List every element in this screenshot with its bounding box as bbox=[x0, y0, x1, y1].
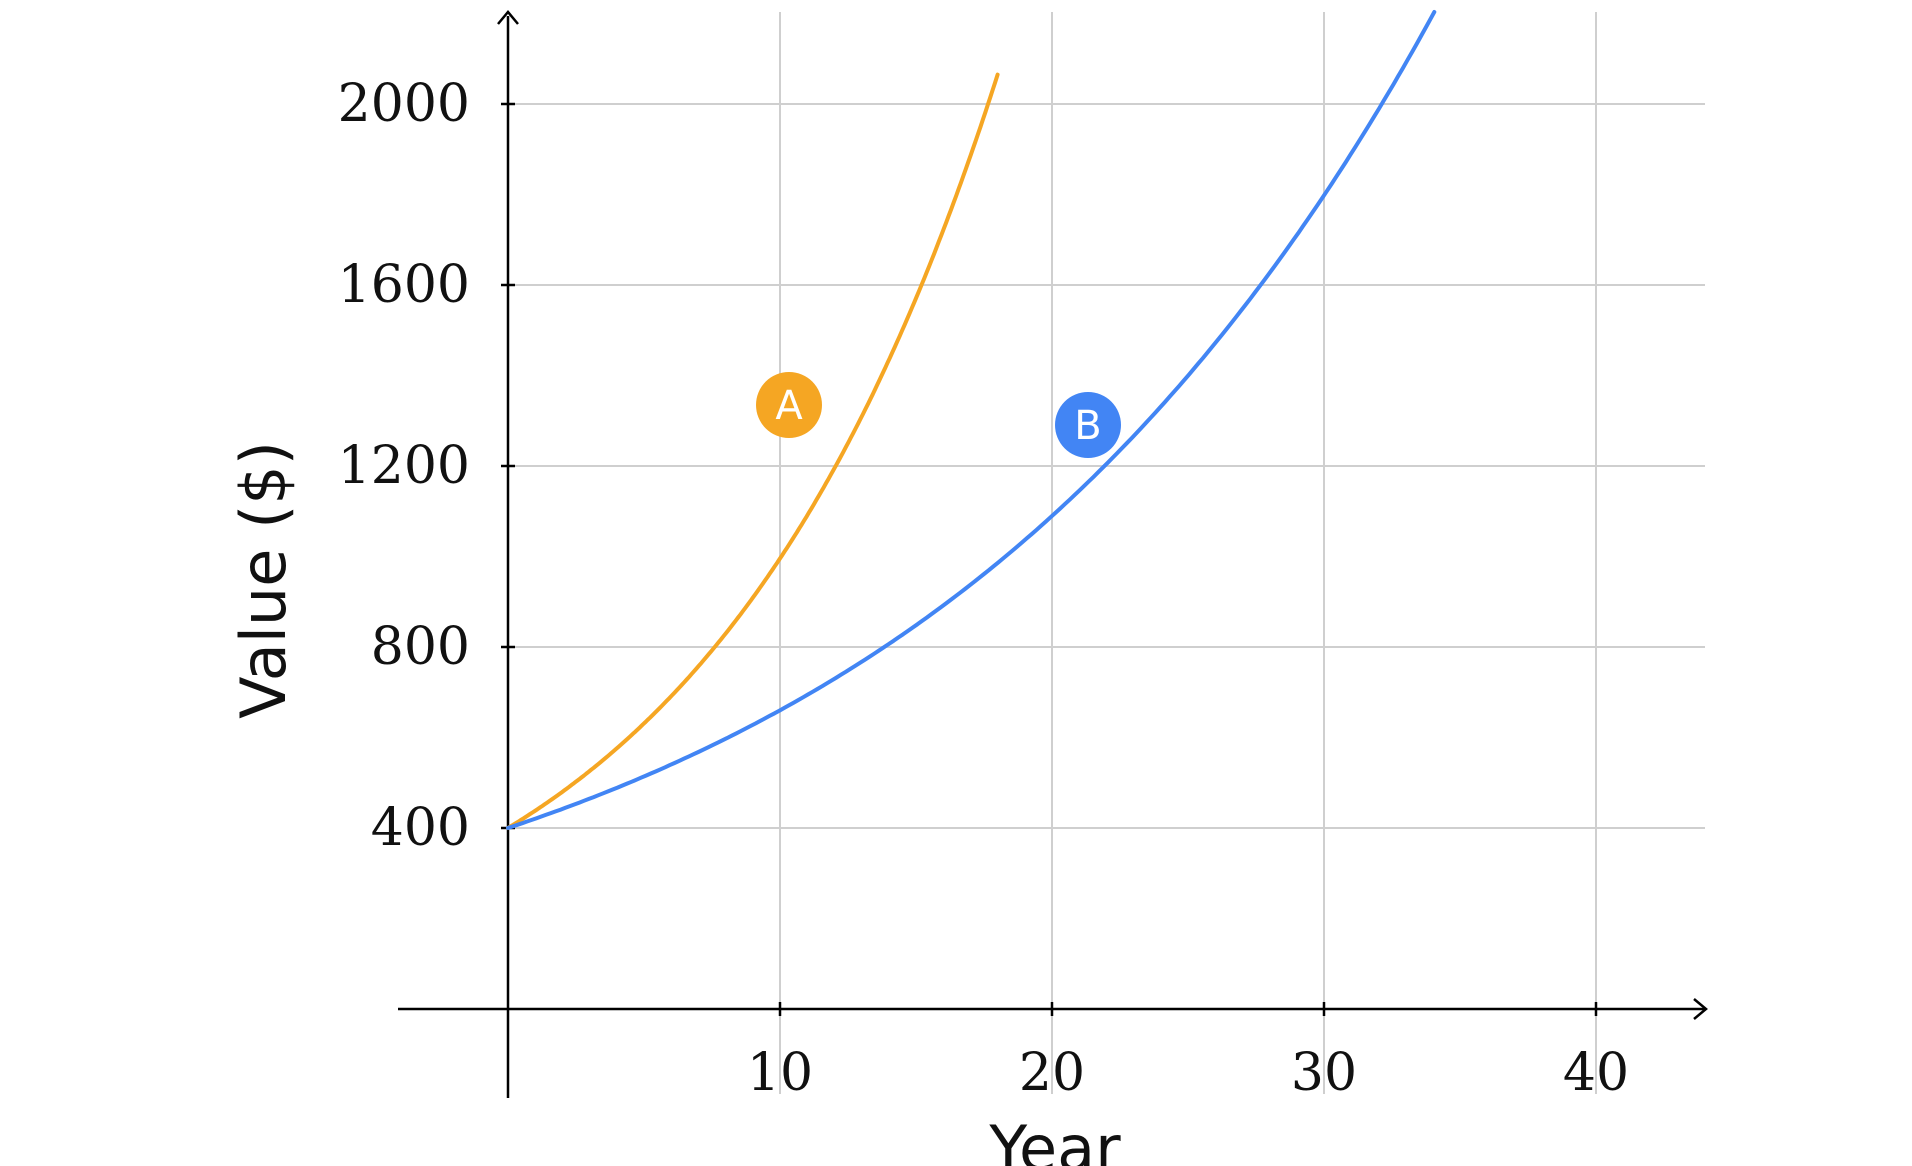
tick-labels: 10 20 30 40 400 800 1200 1600 2000 bbox=[338, 74, 1629, 1103]
y-tick-label: 800 bbox=[371, 617, 470, 677]
series-line-b bbox=[506, 10, 1437, 830]
series-lines bbox=[506, 10, 1437, 830]
x-tick-label: 40 bbox=[1563, 1043, 1629, 1103]
axes bbox=[398, 10, 1708, 1098]
x-tick-label: 20 bbox=[1019, 1043, 1085, 1103]
grid bbox=[508, 12, 1705, 1094]
y-axis-arrow bbox=[497, 10, 519, 25]
x-tick-label: 30 bbox=[1291, 1043, 1357, 1103]
series-label-a: A bbox=[775, 383, 803, 429]
x-axis-title: Year bbox=[988, 1112, 1121, 1166]
x-tick-label: 10 bbox=[747, 1043, 813, 1103]
series-badge-b bbox=[1055, 392, 1121, 458]
y-tick-label: 1200 bbox=[338, 436, 470, 496]
y-tick-label: 400 bbox=[371, 798, 470, 858]
y-tick-label: 1600 bbox=[338, 255, 470, 315]
x-axis-arrow bbox=[1693, 998, 1708, 1020]
series-line-a bbox=[506, 72, 1000, 830]
series-label-b: B bbox=[1074, 403, 1101, 449]
y-tick-label: 2000 bbox=[338, 74, 470, 134]
series-badge-a bbox=[756, 372, 822, 438]
y-axis-title: Value ($) bbox=[227, 441, 300, 719]
